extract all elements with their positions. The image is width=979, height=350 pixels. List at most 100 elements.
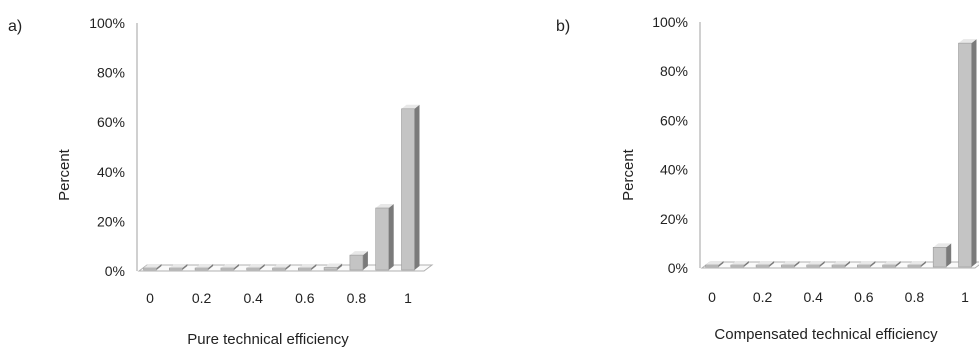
bar-front bbox=[730, 264, 745, 268]
y-tick-label: 100% bbox=[652, 14, 688, 30]
bar-side bbox=[362, 251, 368, 270]
bar-side bbox=[414, 104, 420, 270]
bar-top bbox=[933, 243, 952, 248]
bar bbox=[272, 264, 291, 271]
bar-side bbox=[182, 264, 188, 270]
bar bbox=[705, 261, 724, 268]
bar-top bbox=[401, 104, 420, 109]
y-tick-label: 20% bbox=[97, 213, 125, 229]
panel-b: b) Percent Compensated technical efficie… bbox=[556, 14, 979, 343]
bar-side bbox=[971, 39, 977, 267]
bar bbox=[932, 243, 952, 268]
bar-side bbox=[845, 261, 850, 267]
panel-a: a) Percent Pure technical efficiency 0% 2… bbox=[8, 15, 434, 348]
bar bbox=[806, 261, 825, 268]
y-tick-label: 20% bbox=[660, 211, 688, 227]
bar-top bbox=[143, 264, 162, 268]
bar-side bbox=[794, 261, 800, 267]
bar-side bbox=[769, 261, 775, 267]
y-tick-label: 60% bbox=[660, 112, 688, 128]
bar-top bbox=[882, 261, 901, 265]
bar-top bbox=[958, 39, 977, 44]
x-tick-label: 0.2 bbox=[192, 290, 212, 306]
bar-top bbox=[169, 264, 188, 268]
bar-side bbox=[285, 264, 291, 270]
bar-front bbox=[401, 108, 415, 271]
bar-top bbox=[298, 264, 317, 268]
panel-b-xlabel: Compensated technical efficiency bbox=[714, 326, 938, 343]
bar-front bbox=[297, 267, 312, 271]
bar-side bbox=[233, 264, 239, 270]
x-tick-label: 0.2 bbox=[753, 289, 773, 305]
x-tick-label: 0.6 bbox=[295, 290, 315, 306]
bar bbox=[194, 264, 214, 271]
bar-front bbox=[755, 264, 770, 268]
bar-front bbox=[882, 264, 896, 268]
y-tick-label: 100% bbox=[89, 15, 125, 31]
panel-b-ylabel: Percent bbox=[620, 148, 637, 201]
bar-top bbox=[832, 261, 850, 265]
panel-a-label: a) bbox=[8, 18, 22, 35]
bar-top bbox=[907, 261, 926, 265]
bar-side bbox=[870, 261, 876, 267]
bar-side bbox=[337, 263, 343, 270]
x-tick-label: 0.4 bbox=[243, 290, 263, 306]
bar-side bbox=[718, 261, 724, 267]
bar bbox=[755, 261, 775, 268]
bar-front bbox=[856, 264, 871, 268]
bar-side bbox=[895, 261, 901, 267]
bar-front bbox=[806, 264, 821, 268]
bar-top bbox=[220, 264, 239, 268]
bar-side bbox=[920, 261, 926, 267]
bar-side bbox=[743, 261, 749, 267]
bar bbox=[246, 264, 265, 271]
bar-side bbox=[819, 261, 825, 267]
y-tick-label: 60% bbox=[97, 114, 125, 130]
x-tick-label: 0.6 bbox=[854, 289, 874, 305]
bar-top bbox=[246, 264, 265, 268]
y-tick-label: 40% bbox=[660, 162, 688, 178]
bar bbox=[882, 261, 901, 268]
panel-b-label: b) bbox=[556, 18, 570, 35]
bar bbox=[401, 104, 420, 271]
x-tick-label: 0.8 bbox=[905, 289, 925, 305]
bar-front bbox=[169, 267, 183, 271]
bar-front bbox=[375, 207, 390, 271]
bar-top bbox=[195, 264, 214, 268]
bar-front bbox=[705, 264, 719, 268]
bar-side bbox=[388, 204, 394, 270]
bar bbox=[831, 261, 850, 268]
bar bbox=[781, 261, 800, 268]
bar bbox=[349, 251, 368, 271]
x-tick-label: 0.4 bbox=[803, 289, 823, 305]
y-tick-label: 0% bbox=[668, 260, 688, 276]
x-tick-label: 0.8 bbox=[347, 290, 367, 306]
x-tick-label: 1 bbox=[404, 290, 412, 306]
bar-top bbox=[781, 261, 800, 265]
bar-front bbox=[958, 42, 972, 268]
panel-a-xlabel: Pure technical efficiency bbox=[187, 331, 349, 348]
bar-top bbox=[349, 251, 368, 256]
y-tick-label: 0% bbox=[105, 263, 125, 279]
panel-a-plot: 0% 20% 40% 60% 80% 100% 0 0.2 0.4 0.6 0.8 1 bbox=[89, 15, 434, 306]
bar-front bbox=[932, 247, 947, 268]
y-tick-label: 80% bbox=[97, 65, 125, 81]
bar-front bbox=[323, 267, 338, 271]
bar-top bbox=[272, 264, 291, 268]
x-tick-label: 0 bbox=[146, 290, 154, 306]
bar-side bbox=[946, 243, 952, 267]
bar bbox=[143, 264, 162, 271]
bar bbox=[323, 263, 343, 271]
bar-side bbox=[311, 264, 317, 270]
bar-front bbox=[194, 267, 209, 271]
bar-side bbox=[259, 264, 265, 270]
bar-front bbox=[272, 267, 286, 271]
bar-top bbox=[806, 261, 825, 265]
y-tick-label: 80% bbox=[660, 63, 688, 79]
bar-top bbox=[857, 261, 876, 265]
bar bbox=[958, 39, 977, 268]
bar bbox=[169, 264, 188, 271]
bar-front bbox=[220, 267, 235, 271]
bar-front bbox=[349, 254, 364, 271]
